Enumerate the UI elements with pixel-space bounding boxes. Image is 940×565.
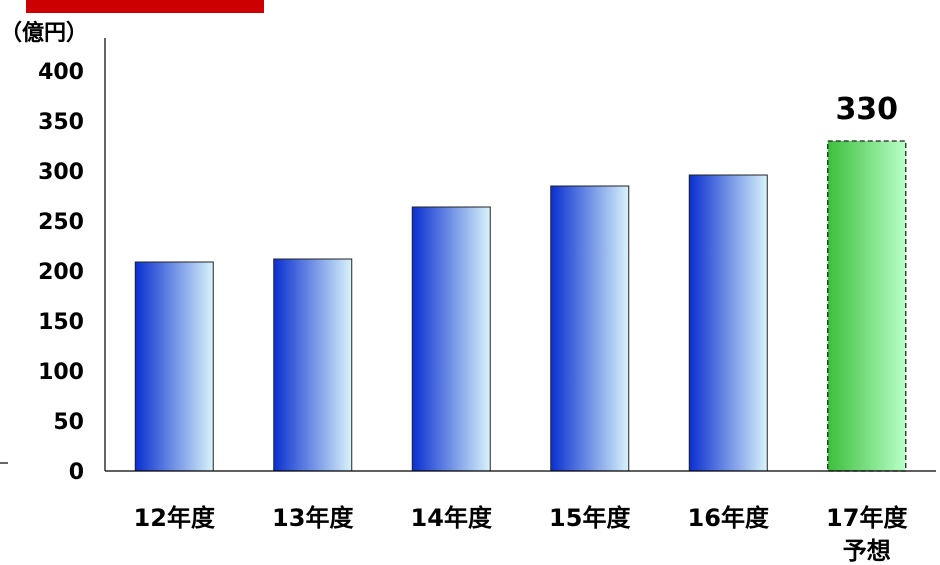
y-tick-label: 0	[69, 460, 84, 485]
x-tick-label: 14年度	[411, 504, 493, 532]
y-tick-label: 200	[38, 260, 84, 285]
y-tick-label: 300	[38, 160, 84, 185]
y-tick-label: 350	[38, 110, 84, 135]
y-tick-label: 250	[38, 210, 84, 235]
x-tick-sublabel: 予想	[843, 537, 891, 565]
bar	[688, 174, 768, 472]
x-tick-label: 15年度	[549, 504, 631, 532]
y-tick-labels: 0 50 100 150 200 250 300 350 400	[38, 60, 84, 485]
y-tick-label: 150	[38, 310, 84, 335]
data-labels: 330	[835, 92, 898, 127]
bar	[134, 261, 214, 472]
x-tick-label: 12年度	[134, 504, 216, 532]
bar	[273, 258, 353, 472]
x-tick-label: 13年度	[272, 504, 354, 532]
bar	[550, 185, 630, 472]
y-tick-label: 100	[38, 360, 84, 385]
x-tick-label: 16年度	[688, 504, 770, 532]
y-unit-label: （億円）	[0, 20, 88, 46]
x-tick-label: 17年度	[826, 504, 908, 532]
y-tick-label: 50	[53, 410, 84, 435]
data-label: 330	[835, 92, 898, 127]
bars	[134, 140, 907, 472]
bar-forecast	[827, 140, 907, 472]
header-accent-bar	[26, 0, 264, 13]
y-tick-label: 400	[38, 60, 84, 85]
bar	[411, 206, 491, 472]
